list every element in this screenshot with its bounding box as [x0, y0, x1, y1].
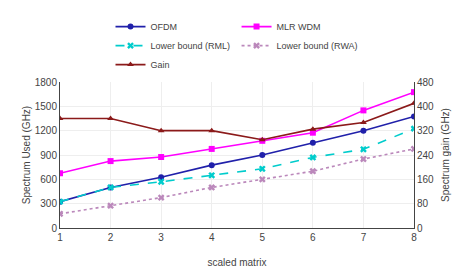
svg-text:300: 300: [40, 198, 57, 209]
svg-text:3: 3: [158, 232, 164, 243]
svg-text:480: 480: [417, 77, 434, 88]
svg-text:2: 2: [108, 232, 114, 243]
svg-text:Spectrum Used (GHz): Spectrum Used (GHz): [21, 106, 32, 204]
svg-text:1: 1: [57, 232, 63, 243]
svg-text:4: 4: [209, 232, 215, 243]
svg-text:Lower bound (RML): Lower bound (RML): [151, 41, 231, 51]
svg-text:8: 8: [411, 232, 417, 243]
svg-text:160: 160: [417, 174, 434, 185]
svg-text:320: 320: [417, 125, 434, 136]
svg-text:900: 900: [40, 150, 57, 161]
svg-text:OFDM: OFDM: [151, 22, 178, 32]
svg-text:1800: 1800: [35, 77, 58, 88]
svg-text:scaled matrix: scaled matrix: [208, 257, 267, 268]
svg-text:6: 6: [310, 232, 316, 243]
svg-text:1200: 1200: [35, 125, 58, 136]
svg-text:Gain: Gain: [151, 60, 170, 70]
svg-text:240: 240: [417, 150, 434, 161]
svg-text:5: 5: [260, 232, 266, 243]
svg-text:Lower bound (RWA): Lower bound (RWA): [277, 41, 358, 51]
svg-text:1500: 1500: [35, 101, 58, 112]
svg-text:0: 0: [417, 223, 423, 234]
svg-text:600: 600: [40, 174, 57, 185]
svg-text:0: 0: [51, 223, 57, 234]
svg-text:400: 400: [417, 101, 434, 112]
svg-text:80: 80: [417, 198, 429, 209]
svg-text:Spectrum gain (GHz): Spectrum gain (GHz): [440, 108, 451, 202]
svg-text:7: 7: [361, 232, 367, 243]
svg-text:MLR WDM: MLR WDM: [277, 22, 321, 32]
